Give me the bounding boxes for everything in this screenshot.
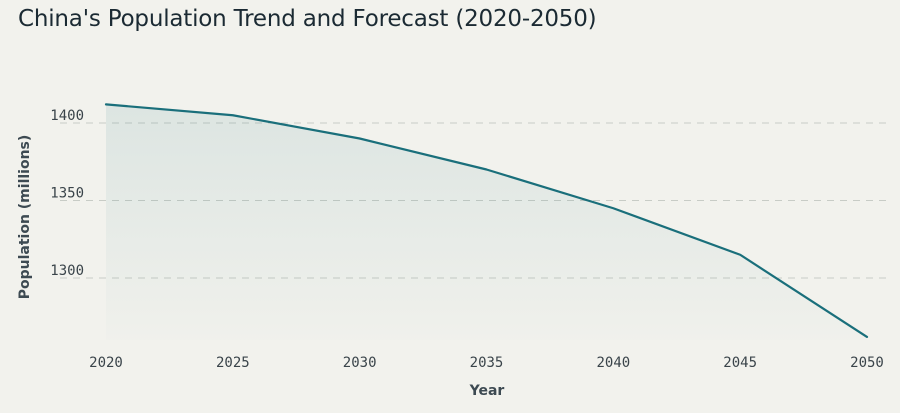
y-axis-title: Population (millions) <box>17 135 33 300</box>
area-layer <box>106 104 867 341</box>
x-axis-title: Year <box>469 383 505 399</box>
x-tick-label: 2025 <box>216 355 250 371</box>
y-tick-label: 1300 <box>50 263 84 279</box>
x-tick-label: 2050 <box>850 355 884 371</box>
x-tick-label: 2030 <box>343 355 377 371</box>
y-tick-label: 1350 <box>50 186 84 202</box>
line-layer <box>104 103 869 338</box>
x-axis-ticks: 2020 2025 2030 2035 2040 2045 2050 <box>89 355 884 371</box>
chart-title: China's Population Trend and Forecast (2… <box>18 6 597 32</box>
y-axis-ticks: 1300 1350 1400 <box>50 108 84 279</box>
x-tick-label: 2020 <box>89 355 123 371</box>
y-tick-label: 1400 <box>50 108 84 124</box>
x-tick-label: 2045 <box>723 355 757 371</box>
x-tick-label: 2040 <box>596 355 630 371</box>
x-tick-label: 2035 <box>470 355 504 371</box>
series-area <box>106 104 867 341</box>
